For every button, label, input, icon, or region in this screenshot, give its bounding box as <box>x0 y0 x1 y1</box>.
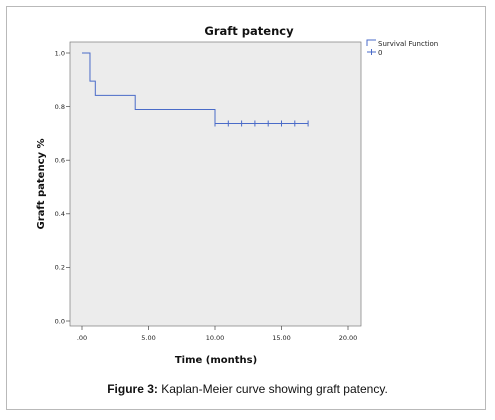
censored-marks <box>214 120 309 127</box>
caption-label: Figure 3: <box>107 382 158 396</box>
figure-caption: Figure 3: Kaplan-Meier curve showing gra… <box>0 382 495 396</box>
kaplan-meier-chart: Graft patency .00 5.00 10.00 15.00 20.00 0.0… <box>36 24 438 366</box>
y-tick-label: 0.8 <box>55 103 65 111</box>
y-tick-label: 0.0 <box>55 317 65 325</box>
y-axis-label: Graft patency % <box>36 138 47 229</box>
x-tick-label: 10.00 <box>206 334 225 342</box>
x-axis: .00 5.00 10.00 15.00 20.00 <box>77 326 357 342</box>
caption-text: Kaplan-Meier curve showing graft patency… <box>161 382 388 396</box>
survival-function-line <box>82 52 309 124</box>
x-tick-label: 5.00 <box>141 334 155 342</box>
y-tick-label: 1.0 <box>55 49 65 57</box>
legend: Survival Function 0 <box>366 39 438 57</box>
y-tick-label: 0.6 <box>55 157 65 165</box>
x-axis-label: Time (months) <box>175 355 257 366</box>
chart-title: Graft patency <box>204 24 294 38</box>
legend-censor-label: 0 <box>378 49 382 57</box>
legend-survival-swatch <box>366 39 376 46</box>
x-tick-label: 15.00 <box>272 334 291 342</box>
y-tick-label: 0.2 <box>55 264 65 272</box>
y-tick-label: 0.4 <box>55 210 65 218</box>
y-axis: 0.0 0.2 0.4 0.6 0.8 1.0 <box>55 49 70 325</box>
x-tick-label: .00 <box>77 334 87 342</box>
x-tick-label: 20.00 <box>339 334 358 342</box>
plot-area <box>69 41 362 327</box>
legend-survival-label: Survival Function <box>378 40 438 48</box>
